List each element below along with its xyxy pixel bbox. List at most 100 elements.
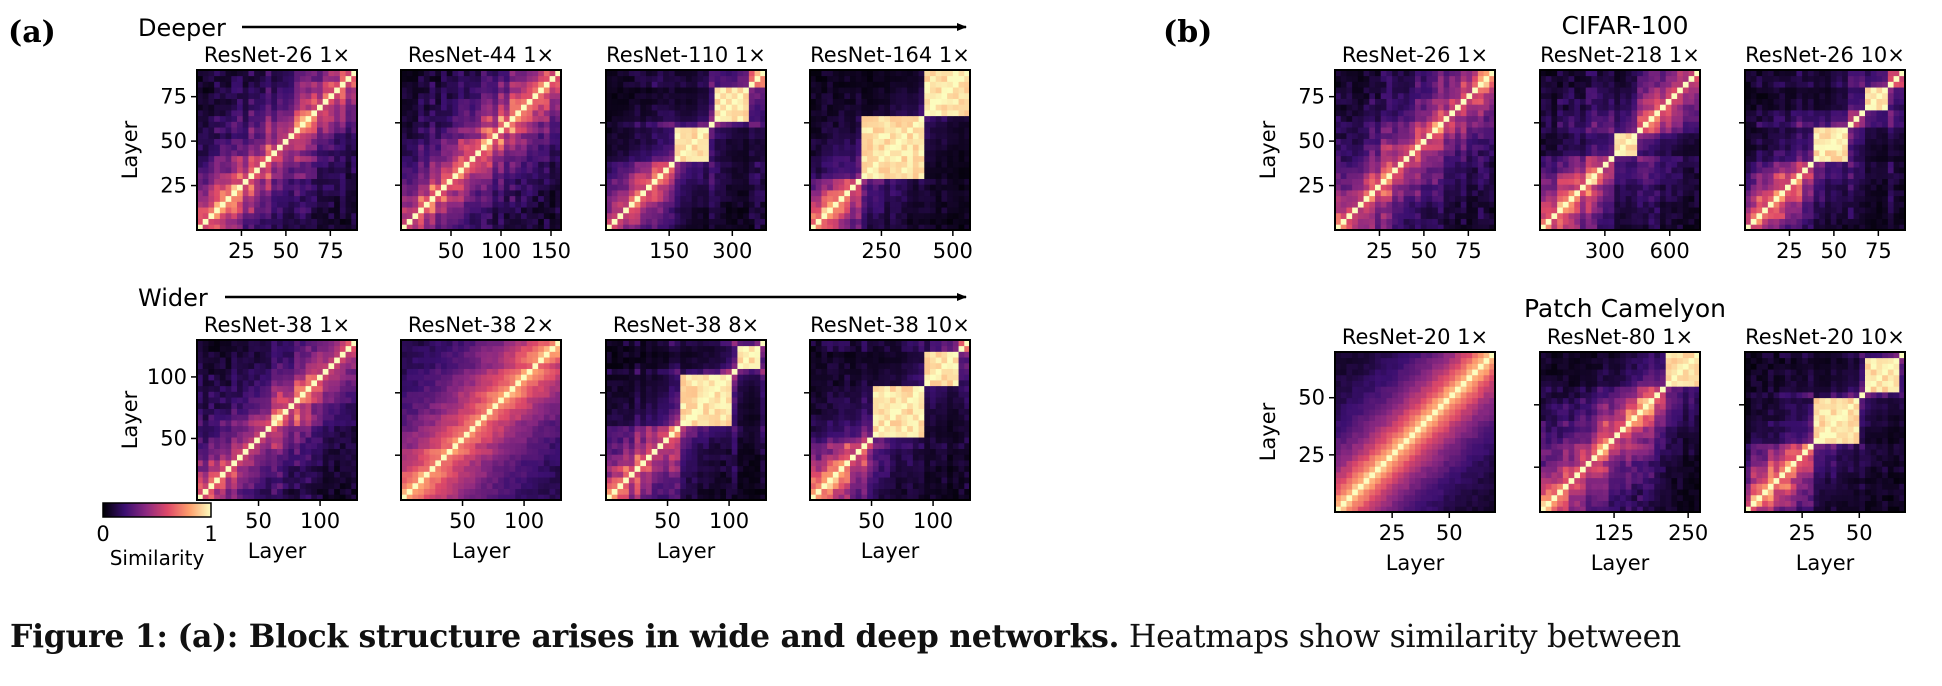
heatmap-cell: [691, 81, 698, 88]
heatmap-cell: [941, 212, 948, 219]
heatmap-cell: [651, 218, 658, 225]
heatmap-cell: [549, 494, 556, 501]
heatmap-cell: [202, 150, 209, 157]
heatmap-cell: [299, 201, 306, 208]
heatmap-cell: [231, 190, 238, 197]
heatmap-cell: [628, 87, 635, 94]
heatmap-cell: [543, 190, 550, 197]
heatmap-cell: [458, 155, 465, 162]
heatmap-cell: [288, 402, 295, 409]
heatmap-cell: [435, 212, 442, 219]
heatmap-cell: [305, 127, 312, 134]
heatmap-cell: [406, 437, 413, 444]
heatmap-cell: [469, 81, 476, 88]
heatmap-cell: [311, 195, 318, 202]
heatmap-cell: [412, 172, 419, 179]
heatmap-cell: [463, 385, 470, 392]
heatmap-cell: [912, 172, 919, 179]
heatmap-cell: [322, 380, 329, 387]
heatmap-cell: [265, 408, 272, 415]
heatmap-cell: [743, 167, 750, 174]
heatmap-cell: [197, 184, 204, 191]
heatmap-cell: [259, 218, 266, 225]
heatmap-cell: [265, 115, 272, 122]
heatmap-cell: [947, 207, 954, 214]
heatmap-cell: [543, 448, 550, 455]
heatmap-cell: [680, 75, 687, 82]
heatmap-cell: [663, 482, 670, 489]
heatmap-cell: [737, 190, 744, 197]
heatmap-cell: [219, 465, 226, 472]
heatmap-cell: [844, 172, 851, 179]
heatmap-cell: [867, 155, 874, 162]
heatmap-cell: [549, 87, 556, 94]
heatmap-cell: [334, 127, 341, 134]
heatmap-cell: [872, 87, 879, 94]
heatmap-cell: [282, 98, 289, 105]
heatmap-cell: [901, 212, 908, 219]
heatmap-cell: [328, 178, 335, 185]
heatmap-cell: [743, 207, 750, 214]
heatmap-cell: [401, 482, 408, 489]
heatmap-cell: [720, 178, 727, 185]
x-tick-label: 50: [449, 509, 476, 533]
heatmap-cell: [452, 184, 459, 191]
heatmap-cell: [231, 110, 238, 117]
heatmap-cell: [617, 138, 624, 145]
heatmap-cell: [435, 195, 442, 202]
heatmap-cell: [821, 218, 828, 225]
heatmap-cell: [640, 75, 647, 82]
heatmap-cell: [265, 207, 272, 214]
heatmap-cell: [907, 172, 914, 179]
heatmap-cell: [305, 477, 312, 484]
heatmap-cell: [334, 207, 341, 214]
heatmap-cell: [254, 368, 261, 375]
heatmap-cell: [463, 425, 470, 432]
heatmap-cell: [611, 224, 618, 231]
heatmap-cell: [254, 98, 261, 105]
heatmap-cell: [850, 70, 857, 77]
heatmap-cell: [668, 155, 675, 162]
heatmap-cell: [549, 465, 556, 472]
heatmap-cell: [640, 488, 647, 495]
heatmap-cell: [277, 201, 284, 208]
heatmap-cell: [726, 494, 733, 501]
heatmap-cell: [708, 477, 715, 484]
heatmap-cell: [668, 224, 675, 231]
heatmap-cell: [686, 465, 693, 472]
heatmap-title: ResNet-38 1×: [204, 313, 350, 337]
heatmap-cell: [328, 340, 335, 347]
heatmap-cell: [486, 127, 493, 134]
heatmap-cell: [248, 362, 255, 369]
heatmap-cell: [890, 75, 897, 82]
heatmap-cell: [634, 184, 641, 191]
heatmap-cell: [345, 494, 352, 501]
heatmap-cell: [463, 442, 470, 449]
heatmap-cell: [901, 70, 908, 77]
heatmap-cell: [237, 340, 244, 347]
heatmap-cell: [492, 397, 499, 404]
heatmap-cell: [657, 98, 664, 105]
heatmap-cell: [538, 81, 545, 88]
heatmap-cell: [406, 121, 413, 128]
heatmap-cell: [708, 167, 715, 174]
heatmap-cell: [481, 172, 488, 179]
heatmap-cell: [958, 132, 965, 139]
heatmap-cell: [248, 397, 255, 404]
heatmap-cell: [469, 397, 476, 404]
heatmap-cell: [515, 385, 522, 392]
heatmap-cell: [225, 374, 232, 381]
heatmap-cell: [481, 110, 488, 117]
heatmap-cell: [509, 190, 516, 197]
heatmap-cell: [680, 471, 687, 478]
heatmap-cell: [452, 207, 459, 214]
heatmap-cell: [901, 150, 908, 157]
heatmap-cell: [237, 121, 244, 128]
heatmap-cell: [509, 155, 516, 162]
heatmap-cell: [657, 110, 664, 117]
heatmap-cell: [282, 161, 289, 168]
heatmap-cell: [760, 494, 767, 501]
heatmap-cell: [294, 397, 301, 404]
heatmap-cell: [890, 92, 897, 99]
